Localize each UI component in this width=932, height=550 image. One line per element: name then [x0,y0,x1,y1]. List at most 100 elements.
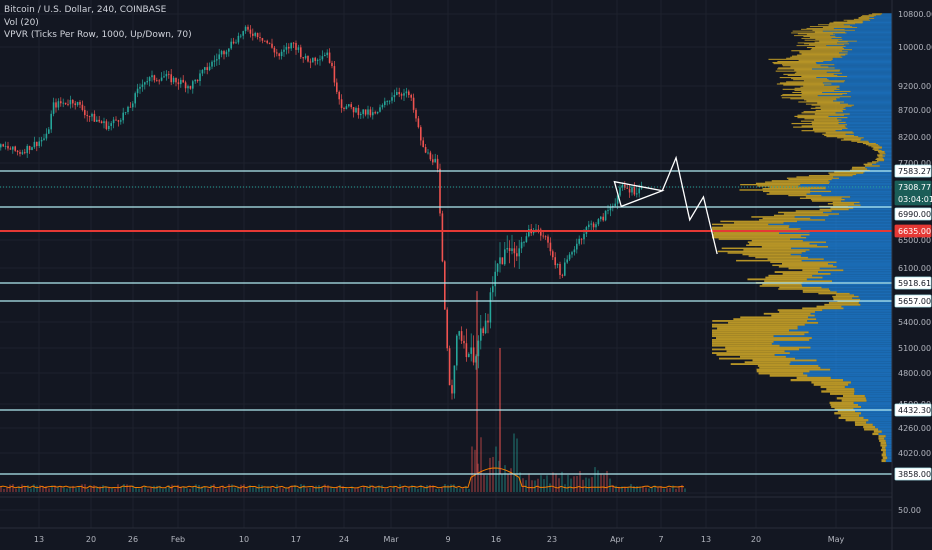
volume-bar [168,485,170,492]
vpvr-down-bar [877,154,883,156]
vpvr-down-bar [772,264,834,267]
candle-body [292,42,295,44]
volume-bar [57,486,59,492]
vpvr-down-bar [804,39,839,41]
volume-bar [369,484,371,492]
volume-bar [546,475,548,492]
vpvr-up-bar [804,333,892,336]
y-tick-label: 9200.00 [898,82,931,91]
vpvr-down-bar [837,137,864,139]
vpvr-up-bar [842,72,892,74]
candle-body [50,113,52,130]
volume-bar [612,485,614,492]
candle-body [194,79,196,82]
candle-body [424,147,427,153]
vpvr-up-bar [874,17,892,19]
candle-body [9,148,12,150]
vpvr-up-bar [854,388,892,391]
candle-body [451,385,453,394]
legend-vpvr[interactable]: VPVR (Ticks Per Row, 1000, Up/Down, 70) [4,30,192,40]
vpvr-up-bar [885,446,892,449]
y-tick-label: 8200.00 [898,133,931,142]
vpvr-up-bar [842,94,892,96]
candle-body [415,109,417,119]
volume-bar [117,484,119,492]
volume-bar [654,485,656,492]
volume-bar [516,438,518,492]
y-tick-label: 4260.00 [898,424,931,433]
vpvr-up-bar [833,27,892,29]
volume-bar [573,476,575,492]
vpvr-up-bar [810,312,892,315]
volume-bar [414,486,416,492]
vpvr-up-bar [853,132,892,134]
candle-body [134,93,136,104]
vpvr-up-bar [845,80,892,82]
vpvr-up-bar [861,405,892,408]
vpvr-down-bar [811,121,846,123]
price-tag-label: 3858.00 [898,470,931,479]
candle-body [631,187,633,193]
vpvr-down-bar [878,152,885,154]
vpvr-down-bar [770,261,837,263]
vpvr-up-bar [862,22,892,24]
volume-bar [405,488,407,492]
vpvr-down-bar [782,272,831,275]
candle-body [427,152,429,154]
candle-body [489,292,492,323]
volume-bar [15,488,17,492]
vpvr-down-bar [790,378,844,382]
vpvr-down-bar [833,21,864,23]
vpvr-up-bar [844,114,892,116]
candle-body [520,242,523,249]
x-tick-label: 13 [701,535,711,544]
candle-body [501,257,504,265]
candle-body [619,187,621,196]
candle-body [580,238,583,240]
vpvr-down-bar [797,33,834,35]
vpvr-down-bar [801,130,836,132]
vpvr-down-bar [778,67,835,69]
candle-body [460,331,463,341]
vpvr-up-bar [882,13,892,15]
legend-volume[interactable]: Vol (20) [4,17,39,28]
candle-body [403,93,405,96]
drawings [613,155,718,255]
vpvr-down-bar [820,385,845,389]
vpvr-up-bar [847,51,892,53]
vpvr-down-bar [802,291,837,293]
vpvr-down-bar [794,87,837,89]
volume-bar [243,484,245,492]
volume-bar [255,487,257,492]
legend-symbol[interactable]: Bitcoin / U.S. Dollar, 240, COINBASE [4,5,167,15]
vpvr-up-bar [795,357,892,360]
vpvr-up-bar [801,252,892,254]
vpvr-down-bar [881,453,887,457]
vpvr-down-bar [733,318,817,321]
vpvr-down-bar [801,112,836,114]
candle-body [211,61,213,67]
volume-bar [333,488,335,492]
candle-body [72,100,74,104]
vpvr-up-bar [840,69,892,71]
candle-body [177,82,180,85]
candle-body [290,42,292,49]
vpvr-down-bar [801,96,851,98]
vpvr-up-bar [805,250,892,253]
vpvr-up-bar [854,134,892,137]
volume-bar [447,485,449,492]
vpvr-up-bar [822,276,892,279]
vpvr-down-bar [718,238,791,240]
volume-bar [234,487,236,492]
vpvr-down-bar [773,63,817,65]
x-tick-label: 20 [751,535,761,544]
vpvr-down-bar [756,368,831,371]
volume-bar [12,484,14,492]
candle-body [468,353,470,358]
vpvr-down-bar [791,55,841,57]
candle-body [55,102,57,108]
volume-bar [357,488,359,492]
candle-body [180,79,182,85]
volume-bar [456,488,458,492]
